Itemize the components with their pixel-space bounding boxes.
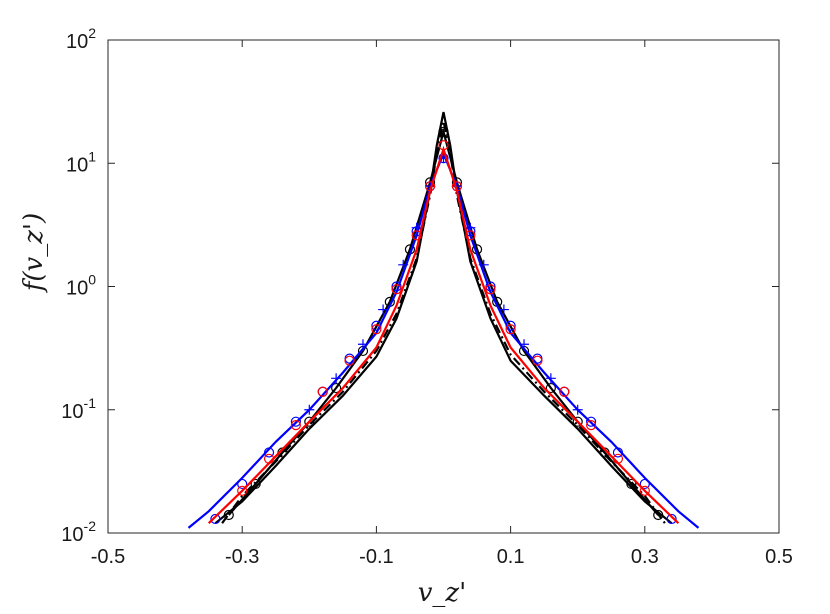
series-4-point (666, 513, 677, 525)
y-axis-label: f(v_z') (19, 213, 49, 293)
series-2-point (331, 382, 342, 394)
series-5-point (519, 339, 530, 350)
series-2-point (304, 416, 315, 427)
series-5-point (378, 304, 389, 315)
series-2-point (572, 416, 583, 427)
series-4-point (263, 447, 275, 458)
series-0-line (214, 111, 673, 525)
series-7-point (317, 386, 328, 397)
series-5-point (398, 259, 409, 270)
series-7-point (263, 453, 275, 464)
y-tick-label: 101 (66, 148, 96, 176)
x-tick-label: 0.1 (497, 546, 525, 568)
series-5-point (331, 373, 342, 384)
series-4-point (237, 478, 248, 490)
series-5-point (498, 304, 509, 315)
y-tick-label: 10-2 (61, 518, 96, 546)
series-4-point (586, 416, 597, 427)
series-7-point (532, 355, 543, 366)
axes-layer: -0.5 -0.3 -0.1 0.1 0.3 0.5 10-2 10-1 100 101 102 (61, 25, 793, 568)
series-7-point (465, 230, 476, 241)
series-5-point (572, 404, 583, 415)
series-layer (187, 111, 700, 529)
series-4-point (371, 320, 382, 331)
series-5 (304, 153, 583, 415)
x-tick-label: -0.5 (91, 546, 125, 568)
series-5-point (357, 339, 368, 350)
series-7-point (290, 420, 301, 431)
series-4-point (391, 281, 402, 292)
series-4-point (505, 320, 516, 331)
series-5-point (304, 404, 315, 415)
plot-area (107, 39, 780, 534)
series-7-point (451, 181, 463, 192)
series-4-point (210, 513, 221, 525)
series-2-point (223, 509, 234, 521)
series-7-point (424, 181, 436, 192)
series-7 (237, 140, 650, 496)
series-7-point (505, 324, 516, 335)
series-2-point (438, 126, 449, 137)
series-4-point (290, 416, 301, 427)
series-2-point (545, 382, 556, 394)
series-5-point (545, 373, 556, 384)
series-7-point (586, 420, 597, 431)
x-tick-label: 0.3 (631, 546, 659, 568)
y-tick-label: 100 (66, 272, 96, 300)
series-0 (214, 111, 673, 525)
series-7-point (639, 485, 650, 496)
series-2-point (626, 478, 637, 490)
x-tick-label: 0.5 (765, 546, 793, 568)
y-tick-label: 10-1 (61, 395, 96, 423)
x-axis-label: v_z' (418, 578, 467, 608)
series-1 (221, 120, 666, 524)
series-2-point (250, 478, 261, 490)
labels-layer: v_z' f(v_z') (19, 213, 466, 608)
series-7-point (371, 324, 382, 335)
series-7-point (344, 355, 355, 366)
series-1-line (221, 120, 666, 524)
series-4-point (485, 281, 496, 292)
x-tick-label: -0.3 (225, 546, 259, 568)
series-7-point (391, 284, 402, 295)
series-2-point (653, 509, 664, 521)
series-7-point (485, 284, 496, 295)
series-7-point (411, 230, 422, 241)
x-tick-label: -0.1 (359, 546, 393, 568)
series-7-point (438, 140, 449, 151)
series-4-point (639, 478, 650, 490)
series-5-point (478, 259, 489, 270)
series-4-point (612, 447, 624, 458)
y-tick-label: 102 (66, 25, 96, 53)
series-7-point (612, 453, 624, 464)
series-7-point (237, 485, 248, 496)
series-7-point (559, 386, 570, 397)
